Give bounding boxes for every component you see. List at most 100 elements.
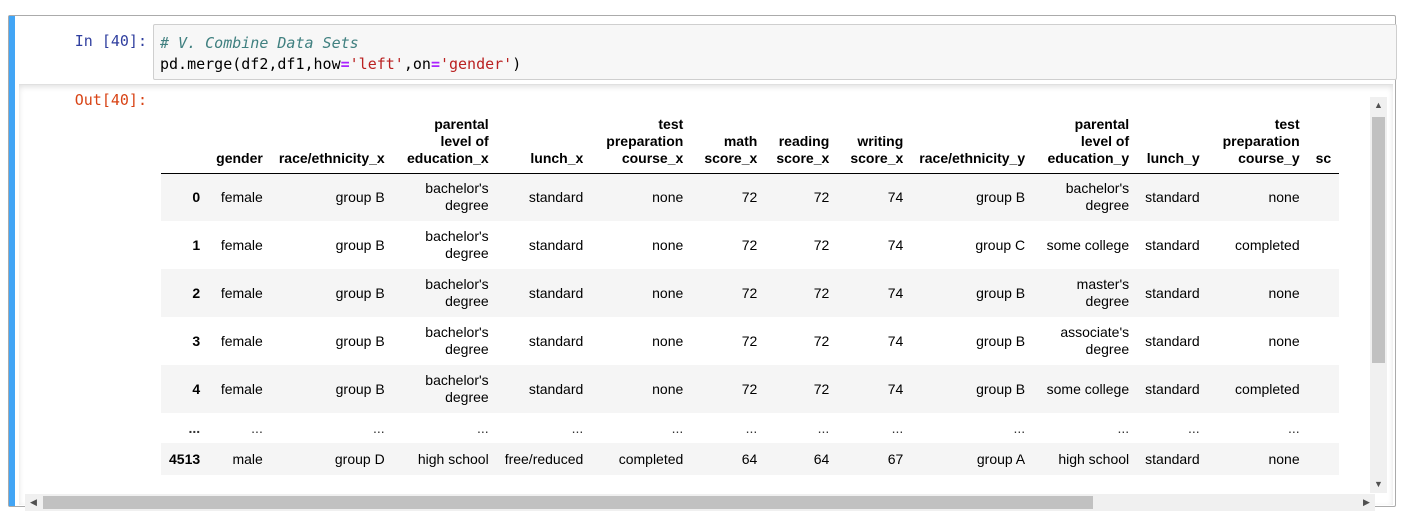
table-cell: standard	[1145, 332, 1200, 349]
code-on-value: 'gender'	[439, 55, 513, 73]
table-cell: ...	[1013, 419, 1026, 436]
table-cell: standard	[528, 188, 584, 205]
horizontal-scrollbar[interactable]: ◀ ▶	[25, 494, 1375, 511]
table-cell: ...	[671, 419, 684, 436]
column-header: test preparation course_y	[1222, 115, 1300, 166]
table-cell: none	[1268, 284, 1300, 301]
code-close: )	[512, 55, 522, 73]
table-cell: 72	[741, 332, 758, 349]
table-cell: free/reduced	[504, 450, 584, 467]
notebook-cell[interactable]: In [40]: # V. Combine Data Sets pd.merge…	[8, 15, 1397, 511]
table-cell: ...	[745, 419, 758, 436]
table-cell: group B	[335, 284, 385, 301]
vertical-scrollbar[interactable]: ▲ ▼	[1370, 97, 1387, 493]
table-cell: 72	[813, 284, 830, 301]
table-cell	[1308, 317, 1340, 365]
table-cell: group B	[335, 236, 385, 253]
table-cell: group A	[976, 450, 1026, 467]
code-editor[interactable]: # V. Combine Data Sets pd.merge(df2,df1,…	[153, 24, 1397, 80]
column-header: gender	[216, 149, 263, 166]
table-cell: bachelor's degree	[425, 372, 489, 405]
row-index: 3	[192, 332, 201, 349]
table-cell: 72	[813, 380, 830, 397]
table-cell: 72	[813, 236, 830, 253]
table-row: 4 female group B bachelor's degree standard n…	[161, 365, 1340, 413]
column-header: lunch_y	[1146, 149, 1200, 166]
table-cell: standard	[1145, 188, 1200, 205]
table-cell: group D	[334, 450, 385, 467]
column-header: math score_x	[704, 132, 758, 166]
scroll-left-icon[interactable]: ◀	[30, 497, 37, 507]
code-how-value: 'left'	[349, 55, 404, 73]
table-cell: none	[652, 380, 684, 397]
table-cell: group B	[976, 380, 1026, 397]
code-line: pd.merge(df2,df1,how='left',on='gender')	[160, 54, 1390, 75]
table-row: 1 female group B bachelor's degree standard n…	[161, 221, 1339, 269]
cell-selection-bar	[9, 16, 15, 506]
table-cell: group C	[975, 236, 1026, 253]
table-cell: associate's degree	[1060, 324, 1130, 357]
table-cell: bachelor's degree	[425, 324, 489, 357]
table-row: 3 female group B bachelor's degree standard n…	[161, 317, 1339, 365]
table-cell: female	[220, 332, 263, 349]
column-header: test preparation course_x	[606, 115, 684, 166]
column-header: lunch_x	[530, 149, 584, 166]
table-cell: 72	[741, 236, 758, 253]
table-cell: bachelor's degree	[425, 276, 489, 309]
table-cell: standard	[528, 332, 584, 349]
table-cell: master's degree	[1076, 276, 1130, 309]
horizontal-scroll-thumb[interactable]	[43, 496, 1093, 509]
code-on: ,on	[403, 55, 431, 73]
table-cell: 72	[741, 284, 758, 301]
table-cell: some college	[1046, 380, 1130, 397]
table-cell: none	[1268, 188, 1300, 205]
table-cell: standard	[1145, 236, 1200, 253]
row-index: 2	[192, 284, 201, 301]
row-index: 4513	[169, 450, 201, 467]
code-fn: pd.merge(df2,df1,how	[160, 55, 341, 73]
table-cell	[1308, 173, 1340, 221]
table-cell: none	[652, 188, 684, 205]
table-cell: ...	[817, 419, 830, 436]
scroll-right-icon[interactable]: ▶	[1363, 497, 1370, 507]
table-cell: bachelor's degree	[425, 180, 489, 214]
table-cell: female	[220, 380, 263, 397]
table-cell: none	[652, 332, 684, 349]
row-index: 4	[192, 380, 201, 397]
scroll-up-icon[interactable]: ▲	[1374, 100, 1383, 110]
table-cell: standard	[528, 284, 584, 301]
table-cell: group B	[976, 188, 1026, 205]
table-cell: completed	[1235, 380, 1300, 397]
table-cell: 72	[741, 380, 758, 397]
dataframe-container[interactable]: gender race/ethnicity_x parental level o…	[161, 109, 1377, 481]
column-header: race/ethnicity_y	[919, 149, 1026, 166]
table-cell: female	[220, 284, 263, 301]
table-cell: group B	[335, 332, 385, 349]
table-cell: ...	[477, 419, 489, 436]
table-cell: group B	[976, 284, 1026, 301]
table-cell: bachelor's degree	[425, 228, 489, 261]
table-cell: none	[652, 284, 684, 301]
column-header: reading score_x	[776, 132, 830, 166]
table-cell: female	[220, 236, 263, 253]
table-cell: 74	[887, 284, 904, 301]
code-eq: =	[340, 55, 350, 73]
table-cell: 72	[813, 332, 830, 349]
table-cell: ...	[1187, 419, 1200, 436]
table-cell: group B	[976, 332, 1026, 349]
table-row: 4513 male group D high school free/reduced co…	[161, 443, 1340, 475]
index-header	[161, 109, 208, 173]
table-cell: completed	[618, 450, 684, 467]
vertical-scroll-thumb[interactable]	[1372, 117, 1385, 363]
table-row: .......................................	[161, 413, 1340, 443]
table-cell: none	[652, 236, 684, 253]
table-cell: standard	[1145, 284, 1200, 301]
dataframe-table: gender race/ethnicity_x parental level o…	[161, 109, 1340, 475]
scroll-down-icon[interactable]: ▼	[1374, 479, 1383, 489]
table-cell: male	[232, 450, 263, 467]
column-header: parental level of education_x	[406, 115, 489, 166]
output-area[interactable]: Out[40]: gender race/ethnicity_x parenta…	[19, 84, 1393, 505]
header-row: gender race/ethnicity_x parental level o…	[161, 109, 1340, 173]
table-cell: ...	[571, 419, 584, 436]
table-cell: group B	[335, 188, 385, 205]
